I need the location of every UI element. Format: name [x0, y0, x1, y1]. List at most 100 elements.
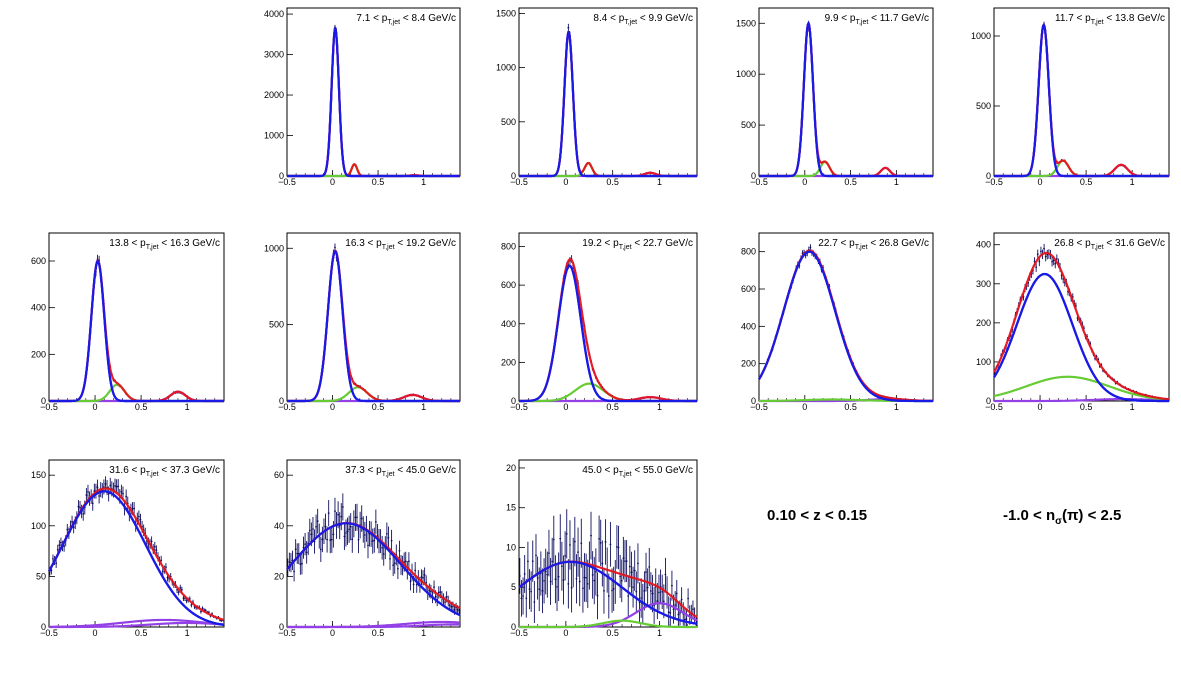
y-tick-label: 400	[976, 240, 991, 250]
data-point	[312, 528, 314, 530]
data-point	[425, 581, 428, 584]
panel-title: 7.1 < pT,jet < 8.4 GeV/c	[356, 13, 456, 26]
component-curve-proton	[994, 397, 1170, 403]
data-point	[612, 587, 615, 590]
data-point	[161, 570, 164, 573]
panel-title-sub: T,jet	[855, 244, 868, 251]
data-point	[591, 574, 594, 576]
data-point	[543, 579, 545, 582]
panel-title-sub: T,jet	[1091, 19, 1104, 26]
pion-fit-curve	[49, 260, 224, 403]
data-point	[667, 611, 670, 614]
z-range-label: 0.10 < z < 0.15	[767, 507, 867, 524]
data-point	[633, 569, 636, 572]
x-tick-label: 0	[93, 402, 98, 412]
pion-fit-curve	[519, 264, 697, 403]
data-point	[1036, 253, 1039, 256]
data-point	[294, 548, 297, 551]
data-point	[150, 540, 153, 543]
data-point	[645, 571, 647, 573]
data-point	[308, 529, 311, 532]
y-tick-label: 200	[501, 357, 516, 367]
x-tick-label: 0	[563, 402, 568, 412]
data-point	[177, 591, 180, 594]
data-point	[288, 561, 291, 563]
data-point	[371, 540, 374, 543]
panel-title-post: < 31.6 GeV/c	[1104, 238, 1165, 249]
data-point	[98, 495, 101, 497]
y-tick-label: 0	[511, 396, 516, 406]
data-point	[596, 594, 599, 597]
panel-title: 37.3 < pT,jet < 45.0 GeV/c	[345, 465, 456, 478]
data-point	[683, 618, 686, 621]
data-point	[190, 604, 193, 606]
data-point	[1044, 255, 1047, 258]
panel-title-post: < 37.3 GeV/c	[159, 465, 220, 476]
y-tick-label: 800	[741, 247, 756, 257]
pion-fit-curve	[993, 272, 1169, 403]
component-curve-kaon	[993, 375, 1170, 401]
panel-title-pre: 45.0 < p	[582, 465, 619, 476]
y-tick-label: 0	[279, 396, 284, 406]
data-point	[360, 517, 363, 520]
nsigma-range-pre: -1.0 < n	[1003, 507, 1056, 524]
data-point	[585, 576, 588, 579]
data-point	[527, 560, 529, 563]
data-point	[60, 541, 62, 544]
panel-title: 45.0 < pT,jet < 55.0 GeV/c	[582, 465, 693, 478]
panel-title-sub: T,jet	[387, 19, 400, 26]
data-point	[525, 597, 528, 600]
y-tick-label: 5	[511, 582, 516, 592]
data-point	[520, 597, 523, 600]
x-tick-label: 0	[563, 628, 568, 638]
data-point	[349, 525, 352, 528]
data-point	[680, 598, 683, 601]
data-point	[570, 586, 573, 589]
component-curve-kaon	[519, 619, 697, 629]
data-point	[299, 563, 302, 566]
y-tick-label: 1000	[971, 31, 991, 41]
data-point	[640, 597, 643, 599]
data-point	[535, 554, 537, 557]
x-tick-label: −0.5	[510, 628, 528, 638]
data-point	[677, 613, 680, 616]
pion-fit-curve	[759, 20, 933, 178]
data-point	[674, 604, 677, 607]
y-tick-label: 0	[986, 396, 991, 406]
y-tick-label: 0	[279, 622, 284, 632]
x-tick-label: −0.5	[40, 628, 58, 638]
data-point	[354, 516, 357, 519]
data-point	[324, 525, 327, 528]
data-point	[567, 26, 570, 29]
data-point	[569, 544, 571, 546]
data-point	[55, 562, 58, 565]
x-tick-label: 1	[421, 628, 426, 638]
data-point	[392, 564, 395, 567]
data-point	[601, 562, 604, 565]
data-point	[165, 566, 167, 569]
panel-title: 13.8 < pT,jet < 16.3 GeV/c	[109, 238, 220, 251]
panel-title-sub: T,jet	[146, 244, 159, 251]
data-point	[458, 610, 461, 612]
data-point	[160, 559, 163, 562]
data-point	[363, 534, 366, 536]
data-point	[346, 530, 349, 533]
y-tick-label: 600	[501, 280, 516, 290]
y-tick-label: 800	[501, 242, 516, 252]
pion-fit-curve	[287, 27, 460, 178]
pion-fit-curve	[286, 522, 461, 617]
data-point	[385, 533, 388, 535]
data-point	[611, 589, 613, 592]
data-point	[809, 246, 812, 249]
x-tick-label: 0	[563, 177, 568, 187]
data-point	[620, 579, 623, 582]
data-point	[627, 595, 630, 597]
panel-title-post: < 16.3 GeV/c	[159, 238, 220, 249]
data-point	[518, 575, 521, 577]
panel-title-sub: T,jet	[146, 471, 159, 478]
data-point	[437, 591, 440, 594]
x-tick-label: 0	[93, 628, 98, 638]
x-tick-label: 1	[657, 177, 662, 187]
